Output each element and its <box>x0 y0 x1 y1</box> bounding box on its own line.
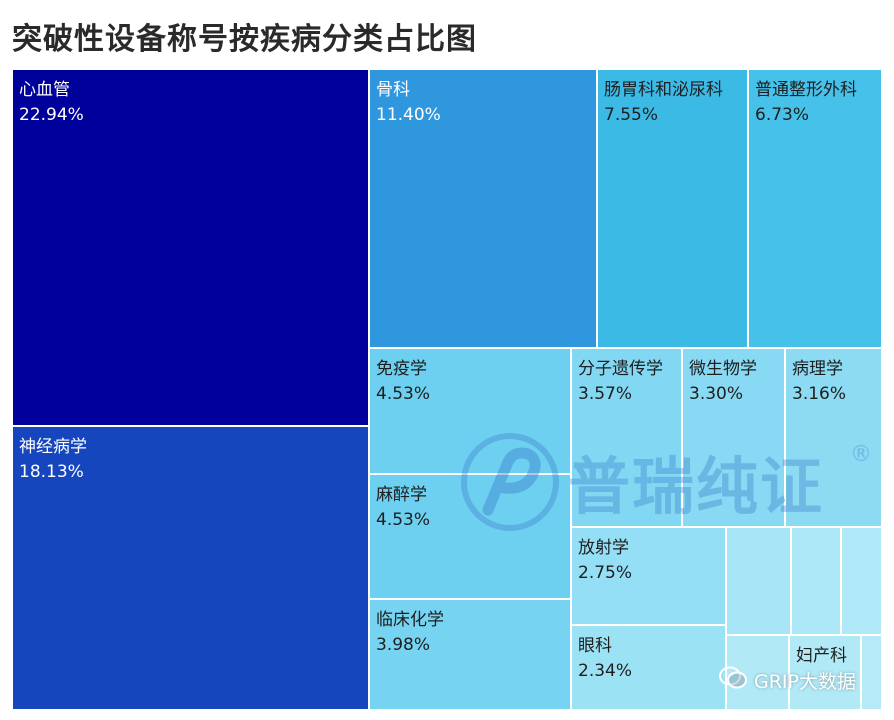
treemap-tile <box>841 527 882 635</box>
tile-value: 6.73% <box>755 105 810 125</box>
treemap-tile: 微生物学 3.30% <box>682 348 785 527</box>
tile-label: 妇产科 <box>796 644 847 669</box>
tile-value: 3.57% <box>578 384 633 404</box>
tile-category: 放射学 <box>578 538 629 558</box>
tile-label: 肠胃科和泌尿科 7.55% <box>604 78 723 128</box>
treemap-tile: 心血管 22.94% <box>12 69 369 426</box>
tile-value: 2.34% <box>578 661 633 681</box>
tile-value: 3.98% <box>376 635 431 655</box>
tile-category: 妇产科 <box>796 646 847 666</box>
source-badge-text: GRIP大数据 <box>754 670 856 693</box>
tile-category: 普通整形外科 <box>755 80 857 100</box>
treemap-tile: 神经病学 18.13% <box>12 426 369 710</box>
tile-value: 2.75% <box>578 563 633 583</box>
tile-label: 普通整形外科 6.73% <box>755 78 857 128</box>
treemap-tile: 肠胃科和泌尿科 7.55% <box>597 69 748 348</box>
tile-value: 22.94% <box>19 105 84 125</box>
treemap-tile: 放射学 2.75% <box>571 527 726 625</box>
tile-value: 18.13% <box>19 462 84 482</box>
treemap-tile <box>726 527 791 635</box>
tile-category: 临床化学 <box>376 610 444 630</box>
tile-value: 7.55% <box>604 105 659 125</box>
tile-value: 4.53% <box>376 510 431 530</box>
watermark-text: 普瑞纯证 <box>568 450 825 523</box>
treemap-tile: 普通整形外科 6.73% <box>748 69 882 348</box>
tile-label: 神经病学 18.13% <box>19 435 87 485</box>
treemap-tile <box>861 635 882 710</box>
tile-value: 3.30% <box>689 384 744 404</box>
treemap-tile: 临床化学 3.98% <box>369 599 571 710</box>
tile-category: 分子遗传学 <box>578 359 663 379</box>
tile-label: 骨科 11.40% <box>376 78 441 128</box>
treemap-tile: 分子遗传学 3.57% <box>571 348 682 527</box>
tile-value: 3.16% <box>792 384 847 404</box>
treemap-tile: 病理学 3.16% <box>785 348 882 527</box>
wechat-icon <box>718 665 748 696</box>
tile-label: 临床化学 3.98% <box>376 608 444 658</box>
treemap-tile: 妇产科 <box>789 635 861 710</box>
tile-label: 放射学 2.75% <box>578 536 632 586</box>
tile-category: 心血管 <box>19 80 70 100</box>
watermark-logo-icon <box>460 432 560 536</box>
tile-category: 免疫学 <box>376 359 427 379</box>
tile-label: 微生物学 3.30% <box>689 357 757 407</box>
treemap-tile: 眼科 2.34% <box>571 625 726 710</box>
tile-category: 病理学 <box>792 359 843 379</box>
tile-category: 肠胃科和泌尿科 <box>604 80 723 100</box>
tile-value: 4.53% <box>376 384 431 404</box>
watermark-registered-mark: ® <box>850 442 872 467</box>
tile-category: 神经病学 <box>19 437 87 457</box>
tile-value: 11.40% <box>376 105 441 125</box>
tile-category: 微生物学 <box>689 359 757 379</box>
treemap-tile: 麻醉学 4.53% <box>369 474 571 599</box>
treemap-tile: 免疫学 4.53% <box>369 348 571 474</box>
tile-category: 眼科 <box>578 636 612 656</box>
source-badge: GRIP大数据 <box>718 662 856 698</box>
chart-title: 突破性设备称号按疾病分类占比图 <box>12 22 477 57</box>
tile-category: 骨科 <box>376 80 410 100</box>
tile-label: 免疫学 4.53% <box>376 357 430 407</box>
tile-label: 病理学 3.16% <box>792 357 846 407</box>
tile-label: 麻醉学 4.53% <box>376 483 430 533</box>
tile-label: 眼科 2.34% <box>578 634 632 684</box>
tile-category: 麻醉学 <box>376 485 427 505</box>
treemap-tile <box>791 527 841 635</box>
tile-label: 心血管 22.94% <box>19 78 84 128</box>
treemap-tile: 骨科 11.40% <box>369 69 597 348</box>
tile-label: 分子遗传学 3.57% <box>578 357 663 407</box>
